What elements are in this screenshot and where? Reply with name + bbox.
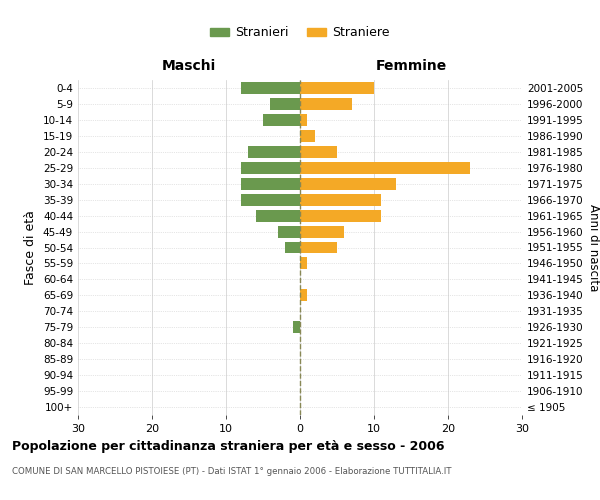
Text: COMUNE DI SAN MARCELLO PISTOIESE (PT) - Dati ISTAT 1° gennaio 2006 - Elaborazion: COMUNE DI SAN MARCELLO PISTOIESE (PT) - … — [12, 468, 452, 476]
Y-axis label: Fasce di età: Fasce di età — [25, 210, 37, 285]
Bar — [285, 242, 300, 254]
Bar — [300, 258, 307, 270]
Bar — [241, 162, 300, 173]
Bar — [241, 194, 300, 205]
Bar — [241, 82, 300, 94]
Bar — [300, 194, 382, 205]
Bar — [248, 146, 300, 158]
Bar — [300, 290, 307, 302]
Bar — [300, 146, 337, 158]
Bar — [300, 162, 470, 173]
Bar — [263, 114, 300, 126]
Y-axis label: Anni di nascita: Anni di nascita — [587, 204, 600, 291]
Bar — [271, 98, 300, 110]
Bar — [293, 322, 300, 333]
Bar — [300, 82, 374, 94]
Bar — [300, 226, 344, 237]
Bar — [300, 210, 382, 222]
Bar — [300, 178, 396, 190]
Bar — [300, 130, 315, 142]
Bar — [278, 226, 300, 237]
Bar — [300, 98, 352, 110]
Text: Maschi: Maschi — [162, 58, 216, 72]
Text: Femmine: Femmine — [376, 58, 446, 72]
Bar — [300, 242, 337, 254]
Bar — [300, 114, 307, 126]
Bar — [241, 178, 300, 190]
Bar — [256, 210, 300, 222]
Legend: Stranieri, Straniere: Stranieri, Straniere — [205, 21, 395, 44]
Text: Popolazione per cittadinanza straniera per età e sesso - 2006: Popolazione per cittadinanza straniera p… — [12, 440, 445, 453]
